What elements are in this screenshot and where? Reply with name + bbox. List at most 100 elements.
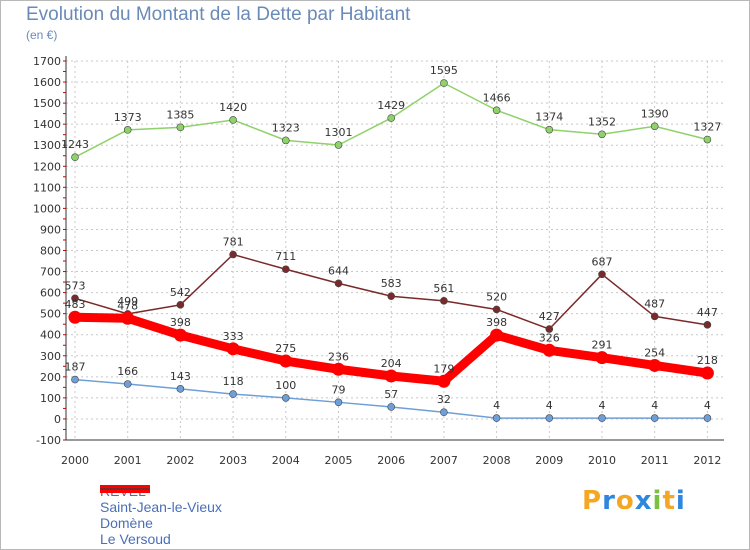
data-label: 1301	[325, 126, 353, 139]
legend-label-le-versoud: Le Versoud	[100, 531, 171, 547]
data-point	[176, 385, 185, 393]
data-point	[226, 342, 240, 356]
y-tick-label: 600	[40, 287, 61, 300]
data-point	[545, 414, 554, 422]
data-label: 447	[697, 306, 718, 319]
data-label: 1595	[430, 64, 458, 77]
y-tick-label: 1600	[33, 76, 61, 89]
data-label: 1429	[377, 99, 405, 112]
y-tick-label: 300	[40, 350, 61, 363]
data-point	[279, 354, 293, 368]
data-point	[384, 369, 398, 383]
x-tick-label: 2005	[325, 454, 353, 467]
y-tick-label: 1700	[33, 55, 61, 68]
logo-letter: t	[662, 486, 676, 516]
data-label: 236	[328, 350, 349, 363]
data-point	[281, 136, 290, 145]
data-label: 520	[486, 290, 507, 303]
series-dom-ne: 1243 1373 1385 1420 1323 1301 1429 1595 1466 1374…	[61, 64, 721, 162]
data-label: 499	[117, 295, 138, 308]
y-tick-label: 800	[40, 245, 61, 258]
y-tick-label: 1200	[33, 160, 61, 173]
data-point	[229, 390, 237, 398]
y-tick-label: 400	[40, 329, 61, 342]
x-tick-label: 2004	[272, 454, 300, 467]
data-label: 187	[65, 361, 86, 374]
legend-label-domene: Domène	[100, 515, 153, 531]
data-point	[545, 125, 554, 134]
data-point	[123, 126, 132, 134]
data-label: 218	[697, 354, 718, 367]
data-point	[332, 362, 345, 376]
legend-item-domene: Domène	[100, 488, 222, 531]
data-label: 179	[433, 362, 454, 375]
y-tick-label: 1400	[33, 118, 61, 131]
data-point	[542, 343, 556, 357]
data-point	[650, 312, 659, 321]
data-label: 291	[592, 339, 613, 352]
data-point	[490, 328, 504, 342]
legend-label-saint-jean-le-vieux: Saint-Jean-le-Vieux	[100, 499, 222, 515]
data-point	[334, 279, 343, 288]
y-tick-label: 500	[40, 308, 61, 321]
chart-subtitle: (en €)	[26, 28, 58, 42]
data-label: 711	[275, 250, 296, 263]
data-point	[703, 135, 712, 144]
data-point	[334, 141, 343, 149]
data-point	[440, 297, 448, 305]
proxiti-logo: Proxiti	[582, 486, 686, 516]
data-label: 32	[437, 393, 451, 406]
data-point	[440, 79, 448, 87]
data-label: 4	[546, 399, 553, 412]
data-label: 1420	[219, 101, 247, 114]
data-point	[387, 114, 396, 122]
data-label: 483	[65, 298, 86, 311]
x-tick-label: 2008	[483, 454, 511, 467]
series-revel: 483 478 398 333 275 236 204 179 398 326 291 254 218	[65, 298, 718, 388]
series-saint-jean-le-vieux: 187 166 143 118 100 79 57 32 4 4 4 4 4	[65, 361, 712, 422]
data-label: 573	[65, 279, 86, 292]
data-label: 487	[644, 297, 665, 310]
y-tick-label: 100	[40, 392, 61, 405]
x-tick-label: 2003	[219, 454, 247, 467]
data-point	[598, 414, 606, 422]
data-point	[229, 116, 237, 124]
data-point	[121, 311, 135, 325]
logo-letter: x	[634, 486, 653, 516]
data-label: 427	[539, 310, 560, 323]
data-point	[492, 305, 501, 314]
legend-swatch-le-versoud	[100, 488, 150, 490]
data-label: 118	[223, 375, 244, 388]
data-label: 4	[651, 399, 658, 412]
data-label: 1390	[641, 107, 669, 120]
data-point	[387, 292, 396, 300]
chart-title: Evolution du Montant de la Dette par Hab…	[26, 4, 411, 25]
x-tick-label: 2007	[430, 454, 458, 467]
data-label: 644	[328, 264, 349, 277]
data-label: 1373	[114, 111, 142, 124]
x-tick-label: 2011	[641, 454, 669, 467]
y-tick-label: 1100	[33, 181, 61, 194]
data-point	[648, 358, 662, 372]
data-point	[71, 375, 79, 384]
data-label: 275	[275, 342, 296, 355]
chart-legend: REVEL Saint-Jean-le-Vieux Domène Le Vers…	[100, 483, 222, 547]
data-point	[176, 301, 185, 309]
data-label: 57	[384, 388, 398, 401]
data-label: 398	[486, 316, 507, 329]
data-label: 781	[223, 236, 244, 249]
data-point	[492, 414, 501, 422]
y-tick-label: 900	[40, 223, 61, 236]
data-point	[281, 394, 290, 402]
data-point	[598, 270, 606, 279]
logo-letter: i	[675, 486, 686, 516]
data-label: 4	[704, 399, 711, 412]
legend-item-le-versoud: Le Versoud	[100, 488, 222, 547]
x-tick-label: 2009	[535, 454, 563, 467]
data-point	[650, 122, 659, 131]
logo-letter: o	[615, 486, 635, 516]
x-tick-label: 2002	[166, 454, 194, 467]
data-point	[545, 325, 554, 333]
y-tick-label: 1300	[33, 139, 61, 152]
y-tick-label: 0	[54, 413, 61, 426]
